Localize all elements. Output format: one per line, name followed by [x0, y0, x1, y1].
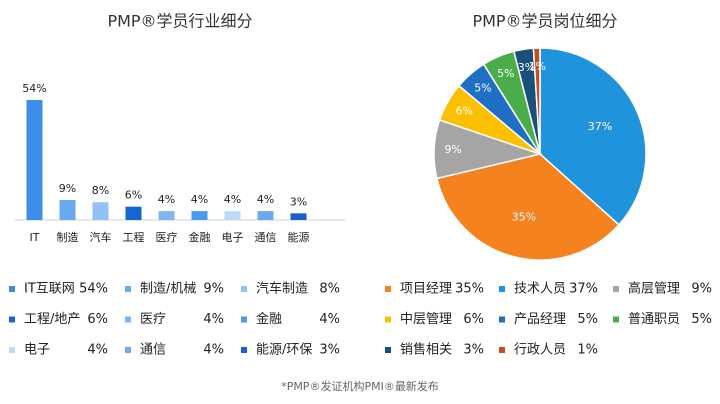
- legend-value: 1%: [577, 343, 598, 358]
- legend-value: 37%: [569, 282, 598, 297]
- bar: [290, 213, 307, 220]
- x-tick-label: 电子: [222, 231, 244, 244]
- slice-label: 5%: [474, 81, 491, 94]
- legend-label: 电子: [24, 343, 50, 358]
- bar: [191, 211, 208, 220]
- bar: [92, 202, 109, 220]
- x-tick-label: 医疗: [156, 230, 178, 244]
- x-tick-label: 能源: [288, 230, 310, 244]
- value-label: 4%: [191, 193, 208, 206]
- legend-value: 6%: [463, 312, 484, 327]
- slice-label: 1%: [529, 60, 546, 73]
- slice-label: 9%: [444, 143, 461, 156]
- legend-label: 高层管理: [628, 281, 680, 297]
- legend-value: 35%: [455, 282, 484, 297]
- legend-value: 8%: [319, 282, 340, 297]
- slice-label: 3%: [518, 61, 535, 74]
- legend-value: 3%: [463, 343, 484, 358]
- legend-value: 5%: [577, 312, 598, 327]
- value-label: 3%: [290, 195, 307, 208]
- slice-label: 37%: [588, 120, 612, 133]
- legend-value: 54%: [79, 282, 108, 297]
- legend-value: 4%: [319, 312, 340, 327]
- legend-value: 6%: [87, 312, 108, 327]
- bar: [224, 211, 241, 220]
- legend-label: 通信: [140, 343, 166, 358]
- x-tick-label: 工程: [123, 231, 145, 244]
- x-tick-label: IT: [30, 231, 40, 244]
- x-tick-label: 汽车: [90, 230, 112, 244]
- value-label: 54%: [22, 82, 46, 95]
- legend-swatch: [9, 286, 15, 292]
- value-label: 4%: [257, 193, 274, 206]
- x-tick-label: 通信: [255, 231, 277, 244]
- legend-value: 4%: [203, 312, 224, 327]
- legend-value: 4%: [87, 343, 108, 358]
- pie-slice: [539, 47, 647, 226]
- legend-label: 行政人员: [514, 343, 566, 358]
- legend-label: 项目经理: [400, 282, 452, 297]
- legend-swatch: [241, 316, 247, 323]
- legend-swatch: [241, 347, 247, 353]
- pie-slice: [435, 153, 620, 261]
- legend-swatch: [385, 347, 391, 353]
- legend-value: 5%: [691, 312, 712, 327]
- slice-label: 5%: [497, 67, 514, 80]
- legend-label: IT互联网: [24, 282, 75, 297]
- slice-label: 6%: [456, 104, 473, 117]
- value-label: 8%: [92, 184, 109, 197]
- legend-swatch: [385, 316, 391, 323]
- legend-swatch: [385, 286, 391, 292]
- x-tick-label: 制造: [57, 230, 79, 244]
- legend-swatch: [125, 286, 131, 292]
- bar: [125, 206, 142, 220]
- footnote: *PMP®发证机构PMI®最新发布: [281, 379, 439, 393]
- legend-swatch: [613, 286, 619, 292]
- legend-value: 9%: [691, 282, 712, 297]
- x-tick-label: 金融: [189, 230, 211, 244]
- legend-label: 医疗: [140, 312, 166, 327]
- value-label: 4%: [224, 193, 241, 206]
- legend-label: 金融: [256, 311, 282, 327]
- legend-swatch: [241, 286, 247, 292]
- bar: [158, 211, 175, 220]
- chart-title: PMP®学员岗位细分: [472, 12, 617, 31]
- legend-value: 4%: [203, 343, 224, 358]
- legend-swatch: [125, 347, 131, 353]
- legend-swatch: [499, 316, 505, 323]
- legend-swatch: [613, 316, 619, 323]
- value-label: 6%: [125, 189, 142, 202]
- legend-swatch: [125, 316, 131, 323]
- legend-label: 普通职员: [628, 312, 680, 327]
- legend-label: 技术人员: [514, 282, 566, 297]
- legend-label: 工程/地产: [24, 312, 80, 327]
- slice-label: 35%: [512, 211, 536, 224]
- legend-value: 9%: [203, 282, 224, 297]
- legend-swatch: [9, 347, 15, 353]
- legend-label: 汽车制造: [256, 281, 308, 297]
- bar: [257, 211, 274, 220]
- value-label: 4%: [158, 193, 175, 206]
- legend-label: 能源/环保: [256, 343, 312, 358]
- legend-value: 3%: [319, 343, 340, 358]
- legend-label: 销售相关: [400, 342, 452, 358]
- legend-label: 产品经理: [514, 312, 566, 327]
- legend-swatch: [499, 347, 505, 353]
- legend-swatch: [499, 286, 505, 292]
- pie-slice: [532, 47, 541, 155]
- chart-title: PMP®学员行业细分: [107, 12, 252, 31]
- value-label: 9%: [59, 182, 76, 195]
- bar: [26, 100, 43, 220]
- legend-label: 中层管理: [400, 312, 452, 327]
- legend-swatch: [9, 316, 15, 323]
- bar: [59, 200, 76, 220]
- legend-label: 制造/机械: [140, 282, 196, 297]
